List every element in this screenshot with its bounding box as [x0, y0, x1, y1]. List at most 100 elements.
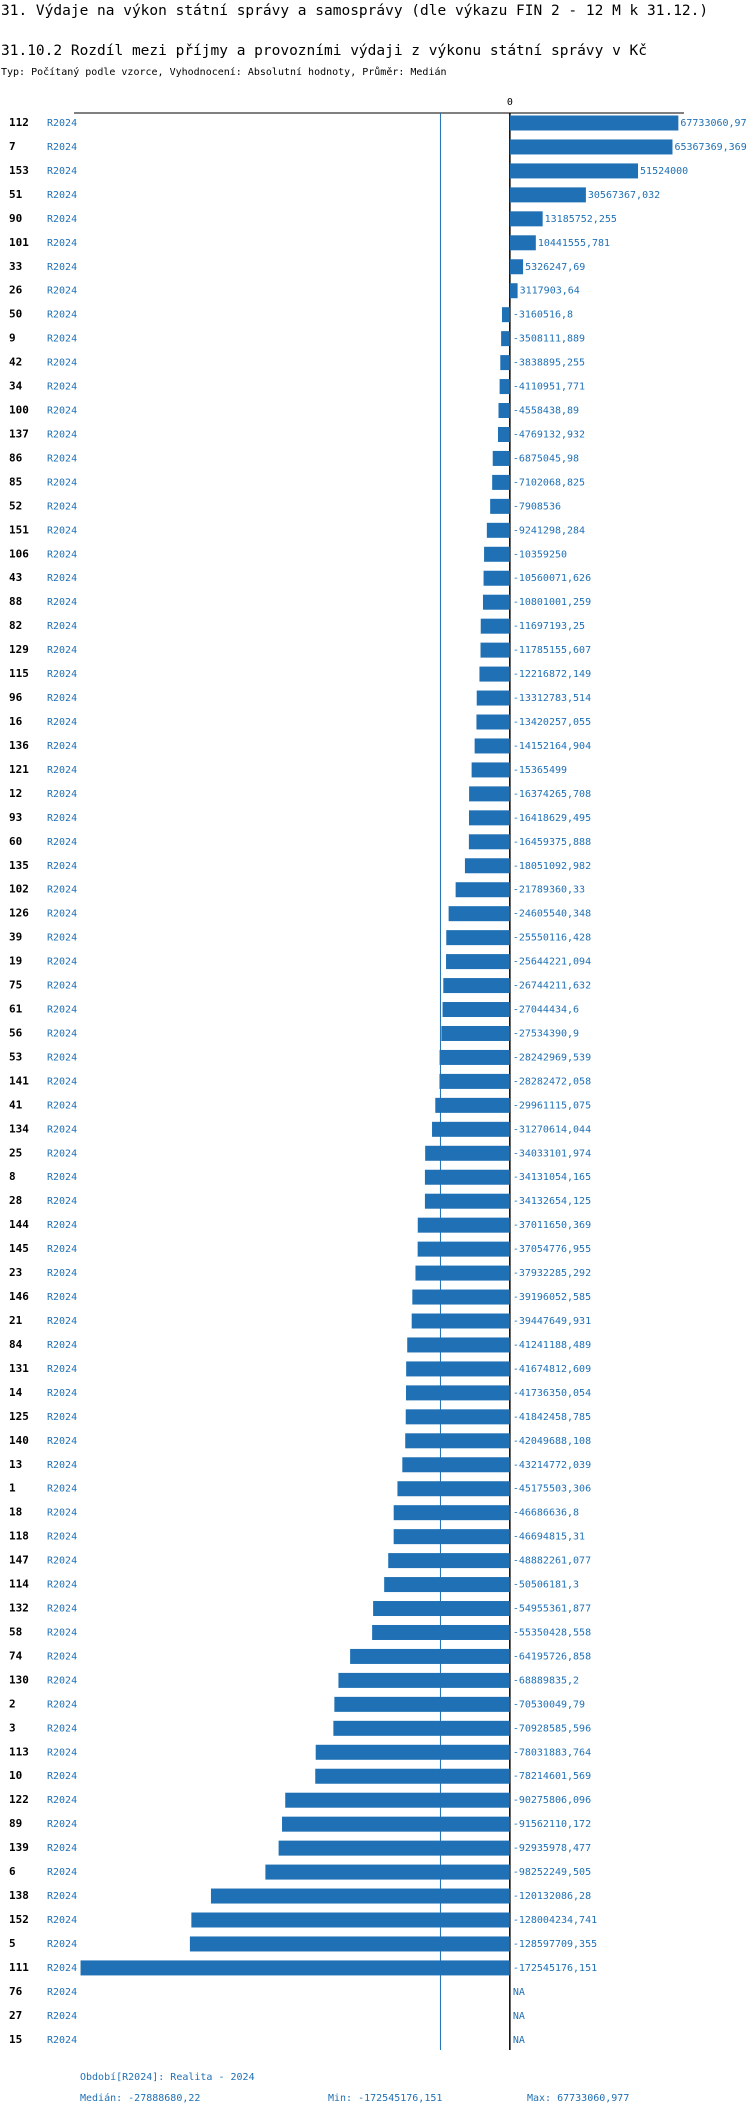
value-label: -43214772,039 — [513, 1460, 591, 1471]
bar — [480, 618, 510, 634]
value-label: -3838895,255 — [513, 358, 585, 369]
row-id: 41 — [9, 1098, 23, 1111]
description: Typ: Počítaný podle vzorce, Vyhodnocení:… — [1, 66, 447, 78]
value-label: -128597709,355 — [513, 1939, 597, 1950]
bar — [469, 786, 510, 802]
row-id: 84 — [9, 1338, 23, 1351]
row-id: 96 — [9, 691, 23, 704]
value-label: -39196052,585 — [513, 1292, 591, 1303]
row-id: 144 — [9, 1218, 29, 1231]
row-id: 118 — [9, 1530, 29, 1543]
row-id: 21 — [9, 1314, 23, 1327]
row-id: 86 — [9, 451, 23, 464]
value-label: -24605540,348 — [513, 909, 591, 920]
row-id: 145 — [9, 1242, 29, 1255]
series-name: R2024 — [47, 813, 77, 824]
value-label: -25550116,428 — [513, 933, 591, 944]
row-id: 6 — [9, 1865, 16, 1878]
bar — [439, 1049, 510, 1065]
x-tick-label: 0 — [507, 97, 513, 108]
bar — [405, 1433, 510, 1449]
value-label: -128004234,741 — [513, 1915, 597, 1926]
bar — [468, 834, 510, 850]
series-name: R2024 — [47, 837, 77, 848]
footer-median: Medián: -27888680,22 — [80, 2092, 200, 2104]
series-name: R2024 — [47, 861, 77, 872]
series-name: R2024 — [47, 549, 77, 560]
bar — [333, 1720, 510, 1736]
series-name: R2024 — [47, 885, 77, 896]
row-id: 14 — [9, 1386, 23, 1399]
value-label: -16459375,888 — [513, 837, 591, 848]
series-name: R2024 — [47, 238, 77, 249]
series-name: R2024 — [47, 118, 77, 129]
value-label: -37054776,955 — [513, 1244, 591, 1255]
bar — [501, 307, 510, 323]
row-id: 137 — [9, 427, 29, 440]
row-id: 51 — [9, 188, 23, 201]
row-id: 106 — [9, 547, 29, 560]
value-label: -13312783,514 — [513, 693, 591, 704]
series-name: R2024 — [47, 1723, 77, 1734]
series-name: R2024 — [47, 1747, 77, 1758]
series-name: R2024 — [47, 981, 77, 992]
value-label: -55350428,558 — [513, 1627, 591, 1638]
value-label: -27534390,9 — [513, 1028, 579, 1039]
row-id: 140 — [9, 1434, 29, 1447]
series-name: R2024 — [47, 477, 77, 488]
series-name: R2024 — [47, 1771, 77, 1782]
value-label: -41241188,489 — [513, 1340, 591, 1351]
row-id: 15 — [9, 2033, 22, 2046]
value-label: -10359250 — [513, 549, 567, 560]
bar — [492, 450, 510, 466]
value-label: -12216872,149 — [513, 669, 591, 680]
value-label: -98252249,505 — [513, 1867, 591, 1878]
row-id: 28 — [9, 1194, 22, 1207]
row-id: 121 — [9, 763, 29, 776]
value-label: -16374265,708 — [513, 789, 591, 800]
series-name: R2024 — [47, 1436, 77, 1447]
value-label: -78214601,569 — [513, 1771, 591, 1782]
value-label: -11785155,607 — [513, 645, 591, 656]
value-label: -27044434,6 — [513, 1005, 579, 1016]
bar — [501, 331, 510, 347]
row-id: 50 — [9, 308, 22, 321]
value-label: -34033101,974 — [513, 1148, 591, 1159]
series-name: R2024 — [47, 1340, 77, 1351]
series-name: R2024 — [47, 1867, 77, 1878]
row-id: 3 — [9, 1721, 16, 1734]
bar — [498, 403, 510, 419]
series-name: R2024 — [47, 741, 77, 752]
series-name: R2024 — [47, 1580, 77, 1591]
series-name: R2024 — [47, 2035, 77, 2046]
row-id: 126 — [9, 907, 29, 920]
bar — [80, 1960, 510, 1976]
value-label: -46694815,31 — [513, 1532, 585, 1543]
row-id: 134 — [9, 1122, 29, 1135]
bar — [509, 139, 673, 155]
value-label: -41674812,609 — [513, 1364, 591, 1375]
series-name: R2024 — [47, 1508, 77, 1519]
value-label: -4769132,932 — [513, 429, 585, 440]
value-label: -18051092,982 — [513, 861, 591, 872]
bar — [338, 1672, 510, 1688]
value-label: -28242969,539 — [513, 1052, 591, 1063]
series-name: R2024 — [47, 1244, 77, 1255]
bar — [486, 522, 510, 538]
bar — [315, 1744, 510, 1760]
series-name: R2024 — [47, 1148, 77, 1159]
bar — [509, 211, 543, 227]
bar — [417, 1241, 510, 1257]
bar — [455, 882, 510, 898]
bar — [490, 498, 510, 514]
bar — [492, 474, 510, 490]
bar — [210, 1888, 510, 1904]
series-name: R2024 — [47, 1005, 77, 1016]
series-name: R2024 — [47, 717, 77, 728]
bar — [411, 1313, 510, 1329]
series-name: R2024 — [47, 1891, 77, 1902]
bar — [372, 1624, 510, 1640]
row-id: 88 — [9, 595, 22, 608]
footer-max: Max: 67733060,977 — [527, 2093, 629, 2104]
row-id: 132 — [9, 1602, 29, 1615]
